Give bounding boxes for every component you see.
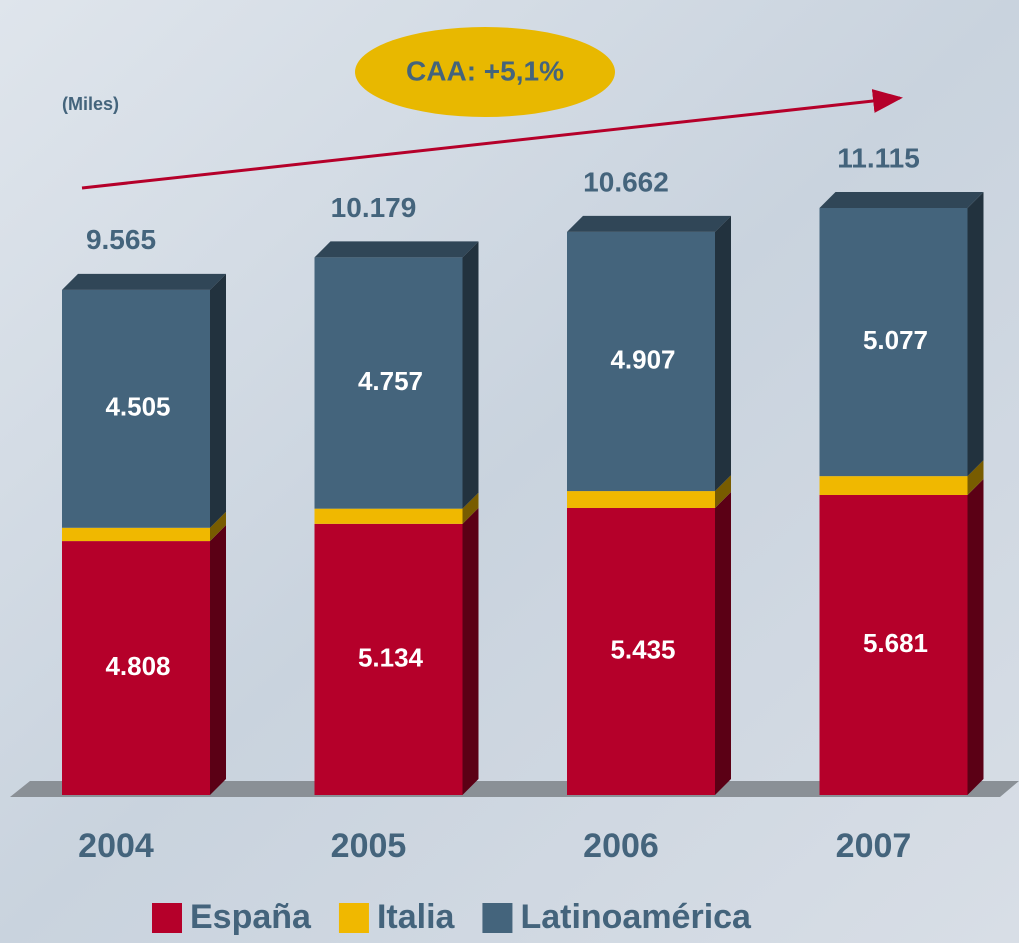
value-label: 5.134	[358, 642, 424, 672]
value-label: 5.681	[863, 628, 928, 658]
bar-segment	[62, 528, 210, 541]
total-label: 10.179	[331, 192, 417, 223]
bar-side	[463, 241, 479, 508]
y-axis-label: (Miles)	[62, 94, 119, 114]
value-label: 5.435	[610, 634, 675, 664]
total-label: 11.115	[837, 142, 920, 173]
legend-label: España	[190, 898, 312, 936]
value-label: 4.505	[105, 392, 170, 422]
bar-side	[968, 479, 984, 795]
value-label: 4.808	[105, 651, 170, 681]
x-tick-label: 2007	[836, 827, 912, 865]
bar-side	[715, 492, 731, 795]
value-label: 4.907	[610, 344, 675, 374]
value-label: 4.757	[358, 366, 423, 396]
legend-label: Latinoamérica	[520, 898, 752, 936]
legend-swatch	[482, 903, 512, 933]
legend-swatch	[339, 903, 369, 933]
value-label: 5.077	[863, 325, 928, 355]
bar-top	[820, 192, 984, 208]
x-tick-label: 2005	[331, 827, 407, 865]
x-tick-label: 2006	[583, 827, 659, 865]
total-label: 9.565	[86, 224, 156, 255]
bar-segment	[567, 491, 715, 508]
chart: CAA: +5,1% (Miles) 4.8082524.5059.565200…	[0, 0, 1019, 943]
legend-label: Italia	[377, 898, 456, 936]
bar-side	[715, 216, 731, 491]
total-label: 10.662	[583, 166, 669, 197]
bar-top	[62, 274, 226, 290]
bar-side	[210, 525, 226, 795]
bar-segment	[315, 509, 463, 524]
bar-segment	[820, 476, 968, 495]
bar-side	[463, 508, 479, 795]
x-tick-label: 2004	[78, 827, 154, 865]
annotation: CAA: +5,1%	[406, 55, 564, 86]
legend-swatch	[152, 903, 182, 933]
bar-side	[210, 274, 226, 528]
bar-side	[968, 192, 984, 476]
bar-top	[567, 216, 731, 232]
bar-top	[315, 241, 479, 257]
